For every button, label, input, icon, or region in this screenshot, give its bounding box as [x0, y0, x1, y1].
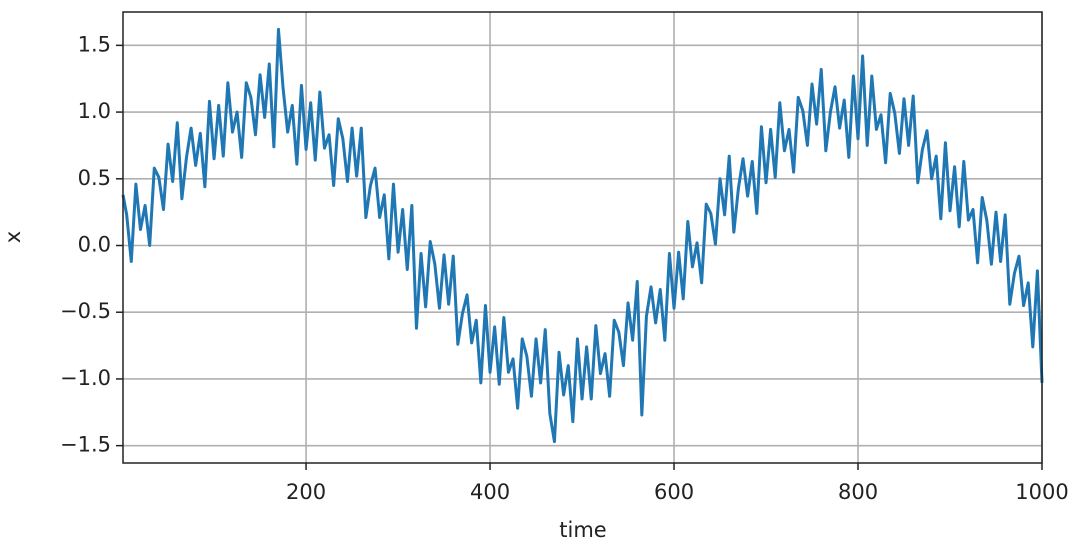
y-tick-label: 1.0 — [78, 99, 111, 123]
x-axis-label: time — [559, 518, 606, 542]
y-tick-label: 0.0 — [78, 233, 111, 257]
x-tick-label: 200 — [286, 480, 326, 504]
y-tick-label: −1.0 — [60, 366, 111, 390]
x-tick-label: 400 — [470, 480, 510, 504]
plot-frame — [122, 11, 1043, 464]
y-axis-label: x — [1, 231, 25, 243]
x-tick-label: 1000 — [1015, 480, 1068, 504]
y-tick-label: −1.5 — [60, 433, 111, 457]
x-tick-label: 800 — [838, 480, 878, 504]
x-tick-label: 600 — [654, 480, 694, 504]
data-line — [121, 27, 1044, 444]
y-tick-label: −0.5 — [60, 299, 111, 323]
y-tick-label: 0.5 — [78, 166, 111, 190]
y-tick-label: 1.5 — [78, 32, 111, 56]
